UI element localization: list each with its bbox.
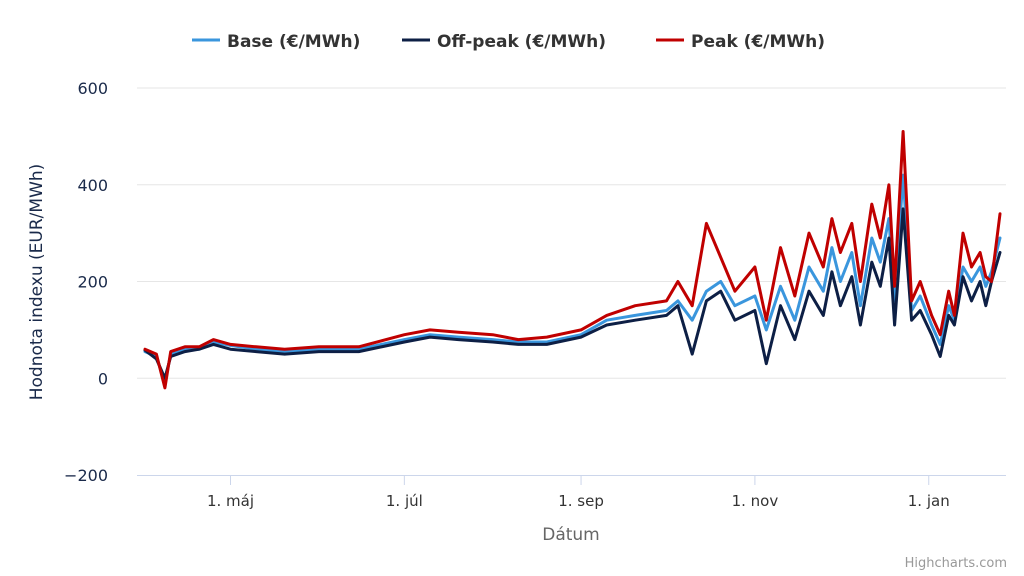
legend-item-0[interactable]: Base (€/MWh) — [192, 32, 360, 52]
y-gridlines — [137, 87, 1006, 379]
y-axis-title: Hodnota indexu (EUR/MWh) — [27, 164, 47, 401]
legend[interactable]: Base (€/MWh) Off-peak (€/MWh) Peak (€/MWh) — [192, 32, 825, 52]
series-line-0[interactable] — [143, 173, 1002, 385]
legend-item-1[interactable]: Off-peak (€/MWh) — [402, 32, 606, 52]
y-tick-label: 400 — [77, 176, 108, 195]
series-line-1[interactable] — [143, 207, 1002, 380]
legend-label: Base (€/MWh) — [227, 32, 360, 52]
legend-label: Peak (€/MWh) — [691, 32, 825, 52]
x-axis-title: Dátum — [542, 525, 600, 545]
series-line-2[interactable] — [143, 130, 1002, 390]
x-tick-label: 1. sep — [558, 492, 604, 510]
x-tick-label: 1. jan — [908, 492, 950, 510]
x-tick-label: 1. máj — [207, 492, 254, 510]
y-tick-label: −200 — [64, 466, 108, 485]
credits-link[interactable]: Highcharts.com — [904, 556, 1007, 571]
y-tick-label: 200 — [77, 273, 108, 292]
x-tick-label: 1. nov — [732, 492, 779, 510]
legend-item-2[interactable]: Peak (€/MWh) — [656, 32, 825, 52]
y-tick-label: 600 — [77, 79, 108, 98]
y-axis-tick-labels: −200 0 200 400 600 — [64, 79, 108, 485]
y-tick-label: 0 — [98, 369, 108, 388]
x-axis-ticks: 1. máj 1. júl 1. sep 1. nov 1. jan — [207, 475, 950, 510]
series-lines[interactable] — [143, 130, 1002, 390]
legend-label: Off-peak (€/MWh) — [437, 32, 606, 52]
x-tick-label: 1. júl — [386, 492, 423, 510]
